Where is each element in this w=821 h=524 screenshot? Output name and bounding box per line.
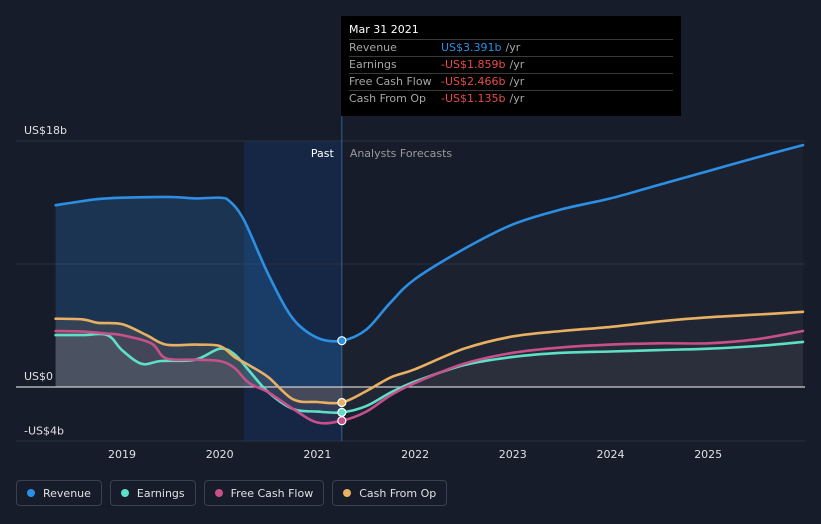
legend-label: Free Cash Flow: [230, 486, 314, 500]
area-revenue: [55, 197, 342, 387]
tooltip-value: US$3.391b: [441, 41, 502, 54]
past-label: Past: [311, 147, 335, 160]
tooltip-unit: /yr: [509, 58, 525, 71]
marker-revenue: [337, 336, 347, 346]
tooltip-label: Cash From Op: [349, 92, 427, 105]
legend-item-cash-from-op[interactable]: Cash From Op: [332, 480, 448, 506]
tooltip-row-cash-from-op: Cash From Op -US$1.135b /yr: [349, 90, 673, 107]
legend-item-revenue[interactable]: Revenue: [16, 480, 102, 506]
legend-item-earnings[interactable]: Earnings: [109, 480, 196, 506]
data-tooltip: Mar 31 2021 Revenue US$3.391b /yr Earnin…: [341, 16, 681, 116]
tooltip-unit: /yr: [505, 41, 521, 54]
chart-legend: Revenue Earnings Free Cash Flow Cash Fro…: [16, 480, 448, 506]
tooltip-row-free-cash-flow: Free Cash Flow -US$2.466b /yr: [349, 73, 673, 90]
series-line-revenue: [54, 143, 805, 343]
x-tick-label: 2024: [597, 448, 625, 461]
tooltip-unit: /yr: [509, 75, 525, 88]
x-tick-label: 2021: [303, 448, 331, 461]
marker-free-cash-flow: [337, 416, 347, 426]
series-line-earnings: [54, 332, 805, 415]
tooltip-value: -US$1.135b: [441, 92, 506, 105]
x-tick-label: 2020: [206, 448, 234, 461]
legend-label: Cash From Op: [359, 486, 437, 500]
legend-dot-icon: [343, 489, 352, 497]
legend-label: Earnings: [136, 486, 185, 500]
series-line-cash-from-op: [54, 310, 805, 405]
tooltip-date: Mar 31 2021: [349, 23, 419, 36]
tooltip-unit: /yr: [509, 92, 525, 105]
tooltip-label: Free Cash Flow: [349, 75, 432, 88]
y-tick-label: US$0: [24, 370, 53, 383]
tooltip-value: -US$1.859b: [441, 58, 506, 71]
tooltip-row-revenue: Revenue US$3.391b /yr: [349, 39, 673, 56]
marker-cash-from-op: [337, 397, 347, 408]
legend-dot-icon: [214, 489, 223, 497]
legend-label: Revenue: [43, 486, 91, 500]
y-tick-label: US$18b: [24, 124, 67, 137]
tooltip-label: Earnings: [349, 58, 397, 71]
legend-item-free-cash-flow[interactable]: Free Cash Flow: [203, 480, 325, 506]
marker-earnings: [337, 407, 347, 418]
y-tick-label: -US$4b: [24, 425, 64, 438]
tooltip-value: -US$2.466b: [441, 75, 506, 88]
x-tick-label: 2025: [694, 448, 722, 461]
x-tick-label: 2022: [401, 448, 429, 461]
legend-dot-icon: [120, 489, 129, 497]
tooltip-row-earnings: Earnings -US$1.859b /yr: [349, 56, 673, 73]
past-region-highlight: [244, 141, 342, 441]
x-tick-label: 2019: [108, 448, 136, 461]
series-line-free-cash-flow: [54, 329, 805, 425]
x-tick-label: 2023: [499, 448, 527, 461]
legend-dot-icon: [27, 489, 35, 497]
tooltip-label: Revenue: [349, 41, 397, 54]
forecast-label: Analysts Forecasts: [350, 147, 453, 160]
